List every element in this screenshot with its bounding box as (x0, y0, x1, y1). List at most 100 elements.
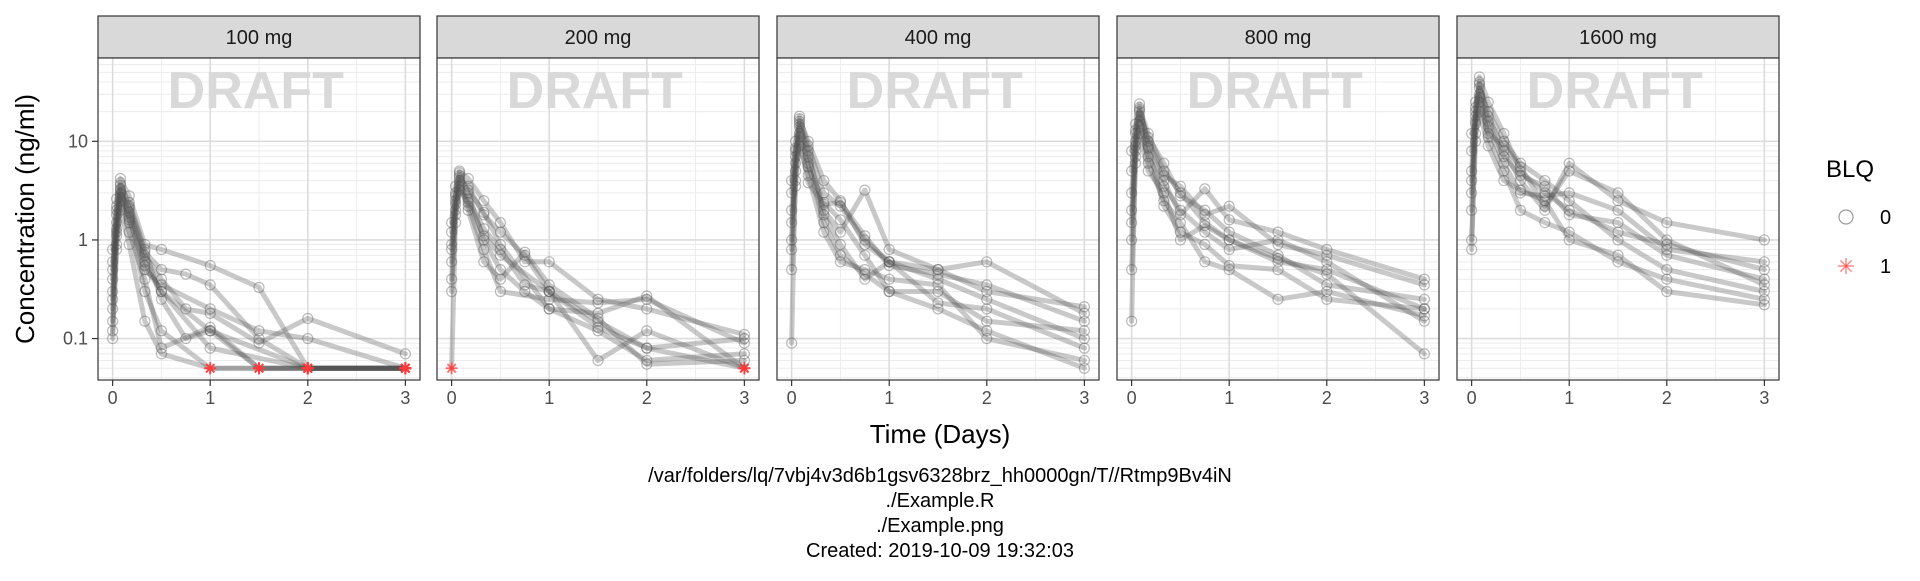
data-point (494, 285, 507, 298)
data-point (478, 209, 490, 221)
data-point (834, 226, 847, 238)
data-point (155, 348, 168, 360)
data-point (1612, 256, 1624, 268)
data-point (114, 172, 127, 185)
data-point (204, 259, 216, 272)
series-line (110, 198, 408, 371)
data-point (204, 325, 216, 337)
data-point (1758, 256, 1770, 268)
data-point (519, 256, 531, 268)
legend-title: BLQ (1826, 156, 1874, 183)
data-point (1758, 234, 1770, 246)
draft-watermark: DRAFT (168, 62, 344, 120)
data-point (1514, 169, 1527, 182)
data-point (1539, 195, 1551, 207)
data-point (1514, 184, 1527, 196)
data-point (1661, 285, 1673, 298)
data-point (1466, 145, 1478, 157)
data-point (462, 184, 474, 196)
data-point (543, 285, 555, 298)
data-point (932, 264, 944, 276)
data-point (110, 230, 123, 242)
data-point (453, 174, 466, 187)
data-point (155, 243, 168, 256)
data-point (1539, 174, 1551, 187)
data-point (818, 204, 830, 216)
data-point (1661, 216, 1673, 229)
data-point (1482, 127, 1494, 140)
data-point (1498, 157, 1510, 169)
data-point (204, 307, 216, 319)
data-point (139, 315, 151, 327)
data-point (1661, 238, 1673, 251)
data-point (107, 256, 119, 268)
series-line (1129, 113, 1427, 319)
data-point (110, 226, 123, 238)
blq-point (253, 362, 265, 375)
data-point (1133, 103, 1146, 116)
series-line (449, 183, 747, 371)
data-point (1473, 78, 1486, 90)
x-tick-label: 0 (108, 388, 118, 408)
data-point (738, 354, 750, 367)
data-point (1482, 96, 1494, 108)
data-point (1418, 273, 1430, 285)
draft-watermark: DRAFT (847, 62, 1023, 120)
data-point (139, 285, 151, 298)
data-point (1539, 187, 1551, 199)
data-point (253, 337, 265, 349)
data-point (834, 256, 847, 268)
data-point (1563, 165, 1575, 177)
data-point (1563, 195, 1575, 207)
data-point (107, 315, 119, 327)
x-tick-label: 3 (400, 388, 410, 408)
data-point (981, 279, 993, 291)
series-line (110, 194, 408, 371)
data-point (123, 214, 135, 226)
series-line (789, 116, 1087, 346)
data-point (1158, 174, 1170, 187)
data-point (859, 184, 871, 196)
data-point (253, 281, 265, 294)
data-point (519, 285, 531, 298)
data-point (859, 238, 871, 251)
data-point (1758, 264, 1770, 276)
data-point (155, 273, 168, 285)
data-point (1133, 121, 1146, 133)
data-point (1469, 106, 1482, 118)
data-point (1514, 165, 1527, 177)
data-point (1174, 226, 1187, 238)
data-point (1142, 127, 1154, 140)
data-point (155, 285, 168, 298)
data-point (1321, 279, 1333, 291)
data-point (1133, 101, 1146, 114)
data-point (818, 196, 830, 209)
data-point (110, 243, 123, 256)
facet-strip (97, 15, 421, 59)
data-point (1129, 151, 1142, 163)
data-point (1078, 354, 1090, 367)
data-point (1223, 214, 1235, 226)
data-point (1142, 142, 1154, 154)
data-point (981, 293, 993, 305)
data-point (453, 184, 466, 196)
series-line (1129, 109, 1427, 302)
data-point (446, 285, 458, 298)
data-point (1661, 249, 1673, 261)
data-point (107, 273, 119, 285)
data-point (883, 256, 895, 268)
data-point (1498, 151, 1510, 163)
data-point (786, 187, 798, 199)
data-point (793, 113, 806, 125)
data-point (789, 165, 802, 177)
data-point (462, 196, 474, 209)
legend-key-asterisk (1838, 258, 1854, 274)
legend-label: 1 (1880, 256, 1891, 278)
data-point (1223, 259, 1235, 272)
series-line (789, 134, 1087, 324)
data-point (1321, 256, 1333, 268)
data-point (1466, 234, 1478, 246)
data-point (155, 325, 168, 337)
data-point (1612, 204, 1624, 216)
data-point (139, 249, 151, 261)
